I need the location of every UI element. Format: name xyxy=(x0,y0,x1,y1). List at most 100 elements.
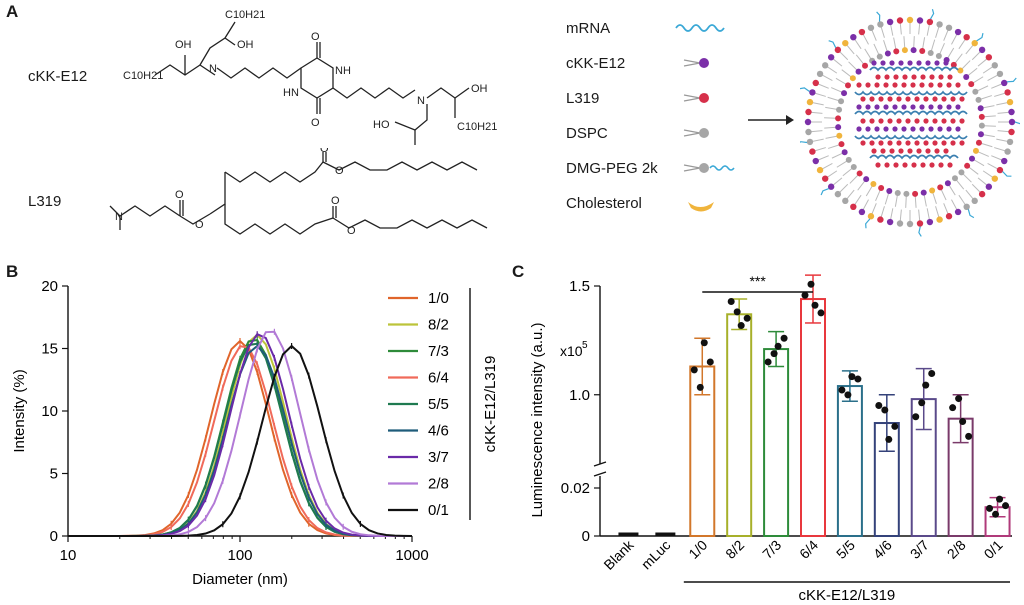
lipid-head xyxy=(1006,98,1014,106)
lipid-head xyxy=(954,28,962,36)
lipid-head xyxy=(959,140,965,146)
x-tick-label: 0/1 xyxy=(981,537,1006,562)
mrna-strand xyxy=(869,66,959,72)
lipid-head xyxy=(806,138,814,146)
lipid-head xyxy=(985,54,993,61)
lipid-head xyxy=(901,47,908,54)
lipid-head xyxy=(835,124,842,131)
lipid-head xyxy=(863,176,870,183)
data-point xyxy=(811,301,819,309)
legend-label: 5/5 xyxy=(428,396,449,413)
lipid-head xyxy=(975,96,982,103)
lipid-head xyxy=(856,104,862,110)
lipid-head xyxy=(935,53,942,60)
lipid-head xyxy=(978,190,986,198)
lipid-head xyxy=(838,141,845,148)
lipid-head xyxy=(996,166,1004,174)
data-point xyxy=(727,297,735,305)
lipid-head xyxy=(806,98,814,106)
data-point xyxy=(955,395,963,403)
y-axis-label: Luminescence intensity (a.u.) xyxy=(529,322,546,517)
lipid-head xyxy=(955,104,961,110)
lipid-head xyxy=(849,75,856,82)
lipid-head xyxy=(850,33,857,41)
lipid-head xyxy=(950,61,957,68)
hn-label: HN xyxy=(283,87,299,99)
data-point xyxy=(774,342,782,350)
o-label: O xyxy=(335,165,344,177)
lipid-head xyxy=(920,162,926,168)
x-tick-label: 10 xyxy=(60,547,77,564)
mrna-strand xyxy=(854,134,968,140)
lipid-head xyxy=(1008,108,1015,116)
x-axis-label: Diameter (nm) xyxy=(192,571,288,588)
peg-chain xyxy=(929,9,935,20)
lipid-head xyxy=(923,118,929,124)
lipid-head xyxy=(929,74,935,80)
luminescence-bar-chart: 0 0.02 1.0 1.5 x10 5 Luminescence intensity (a… xyxy=(529,273,1012,604)
c10h21-label: C10H21 xyxy=(457,121,497,133)
lipid-head xyxy=(812,157,819,165)
lipid-head xyxy=(887,96,893,102)
lipid-head xyxy=(943,60,949,66)
lipid-head xyxy=(860,96,866,102)
lipid-head xyxy=(950,118,956,124)
x-tick-label: 100 xyxy=(227,547,252,564)
lipid-head xyxy=(834,190,842,198)
lipid-head xyxy=(963,203,970,211)
lipid-head xyxy=(898,60,904,66)
lipid-head xyxy=(910,104,916,110)
lipid-head xyxy=(905,140,911,146)
lipid-head xyxy=(968,81,975,88)
lipid-head xyxy=(871,148,877,154)
lipid-head xyxy=(896,96,902,102)
lipid-head xyxy=(896,220,904,227)
arrow-icon xyxy=(748,115,794,125)
lipid-head xyxy=(901,126,907,132)
data-point xyxy=(737,322,745,330)
peg-chain xyxy=(1002,171,1012,177)
lipid-head xyxy=(809,89,816,96)
peg-chain xyxy=(967,209,975,219)
lipid-head xyxy=(919,126,925,132)
lipid-head xyxy=(937,82,943,88)
lipid-head xyxy=(878,140,884,146)
lipid-head xyxy=(1008,128,1015,136)
lipid-head xyxy=(929,187,936,194)
lipid-head xyxy=(871,60,877,66)
legend-label: 7/3 xyxy=(428,343,449,360)
lipid-head xyxy=(869,96,875,102)
lipid-head xyxy=(883,104,889,110)
lipid-head xyxy=(916,60,922,66)
lipid-head xyxy=(959,118,965,124)
lipid-head xyxy=(855,68,862,75)
legend-label: 8/2 xyxy=(428,317,449,334)
lipid-head xyxy=(856,82,862,88)
c10h21-label: C10H21 xyxy=(123,70,163,82)
panel-c-letter: C xyxy=(512,262,525,281)
lipid-head xyxy=(845,156,852,163)
o-label: O xyxy=(311,117,320,129)
lipid-head xyxy=(883,82,889,88)
x-tick-label: mLuc xyxy=(638,537,674,573)
x-tick-label: 1/0 xyxy=(685,537,710,562)
data-point xyxy=(885,435,893,443)
lipid-head xyxy=(805,108,812,116)
lipid-head xyxy=(928,126,934,132)
lipid-head xyxy=(898,148,904,154)
lipid-head xyxy=(944,180,951,187)
lipid-head xyxy=(809,148,816,155)
lipid-head xyxy=(978,46,986,54)
lipid-head xyxy=(880,148,886,154)
peg-chain xyxy=(820,188,830,196)
legend-label: 3/7 xyxy=(428,449,449,466)
o-label: O xyxy=(320,148,329,155)
data-point xyxy=(700,339,708,347)
y-multiplier-exponent: 5 xyxy=(582,340,588,351)
lipid-head xyxy=(893,162,899,168)
lipid-head xyxy=(896,140,902,146)
lipid-head xyxy=(856,170,863,177)
lnp-illustration xyxy=(800,9,1020,237)
group-label: cKK-E12/L319 xyxy=(799,587,896,604)
oh-label: OH xyxy=(471,83,488,95)
